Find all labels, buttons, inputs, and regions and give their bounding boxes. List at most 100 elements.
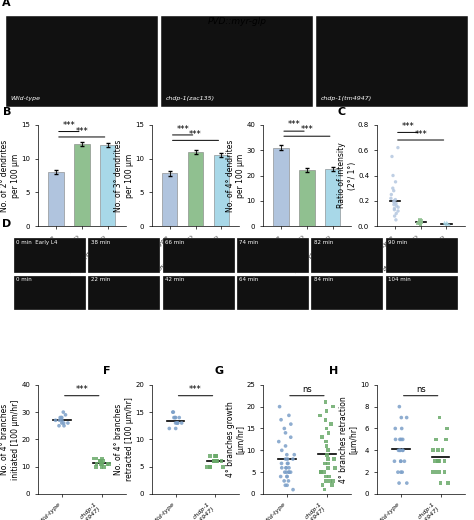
Bar	[163, 276, 235, 310]
Point	[396, 446, 404, 454]
Bar	[273, 148, 289, 226]
Point	[58, 413, 65, 422]
Text: ***: ***	[401, 122, 414, 131]
Point	[285, 464, 293, 472]
Point	[331, 464, 339, 472]
Point	[317, 468, 325, 476]
Point	[64, 419, 72, 427]
Point	[432, 435, 440, 444]
Bar	[74, 144, 90, 226]
Point	[441, 219, 448, 228]
Bar	[214, 155, 229, 226]
Point	[323, 407, 330, 415]
Text: ***: ***	[75, 384, 88, 394]
Point	[283, 481, 291, 489]
Y-axis label: 4° branches growth
[μm/hr]: 4° branches growth [μm/hr]	[226, 401, 245, 477]
Point	[281, 468, 289, 476]
Point	[207, 451, 214, 460]
Point	[387, 194, 395, 202]
Point	[326, 477, 334, 485]
Text: 64 min: 64 min	[239, 277, 259, 281]
Bar	[237, 276, 309, 310]
Point	[431, 457, 438, 465]
Text: A: A	[2, 0, 11, 8]
Point	[277, 472, 284, 480]
Y-axis label: No. of 2° dendrites
per 100 μm: No. of 2° dendrites per 100 μm	[0, 139, 20, 212]
Point	[280, 477, 288, 485]
Point	[283, 472, 291, 480]
Point	[207, 463, 214, 471]
Bar	[325, 169, 340, 226]
Point	[277, 415, 285, 424]
Point	[284, 455, 292, 463]
Point	[392, 202, 400, 210]
Point	[170, 408, 177, 416]
Y-axis label: No. of 4° dendrites
per 100 μm: No. of 4° dendrites per 100 μm	[226, 139, 245, 212]
Point	[329, 402, 337, 411]
Point	[100, 463, 108, 471]
Point	[428, 468, 436, 476]
Point	[324, 459, 332, 467]
Point	[165, 424, 173, 433]
Point	[436, 413, 443, 422]
Bar	[100, 145, 115, 226]
Point	[396, 402, 403, 411]
Bar	[299, 171, 315, 226]
Point	[388, 152, 396, 161]
Point	[169, 408, 176, 416]
Text: Wild-type: Wild-type	[2, 237, 7, 267]
Point	[392, 199, 400, 207]
Text: chdp-1(tm4947): chdp-1(tm4947)	[2, 277, 7, 328]
Point	[442, 222, 449, 230]
Point	[172, 413, 179, 422]
Bar	[163, 238, 235, 273]
Point	[285, 411, 293, 420]
Point	[439, 446, 447, 454]
Point	[97, 457, 105, 465]
Point	[212, 451, 220, 460]
Point	[446, 221, 453, 229]
Point	[437, 479, 444, 487]
Point	[396, 446, 403, 454]
Point	[97, 460, 105, 468]
Point	[418, 217, 425, 225]
Point	[391, 205, 398, 214]
Point	[322, 398, 329, 407]
Point	[278, 464, 285, 472]
Text: ***: ***	[288, 120, 301, 129]
Point	[172, 424, 180, 433]
Point	[390, 201, 398, 209]
Point	[52, 416, 59, 424]
Bar	[48, 172, 64, 226]
Point	[99, 454, 106, 463]
Point	[282, 481, 289, 489]
Y-axis label: 4° branches retraction
[μm/hr]: 4° branches retraction [μm/hr]	[339, 396, 359, 483]
Y-axis label: No. of 4° branches
retracted [100 μm/hr]: No. of 4° branches retracted [100 μm/hr]	[114, 397, 134, 482]
Text: 90 min: 90 min	[388, 240, 407, 244]
Text: 42 min: 42 min	[165, 277, 184, 281]
Text: ns: ns	[416, 384, 426, 394]
Point	[394, 144, 401, 152]
Point	[443, 424, 451, 433]
Point	[444, 219, 452, 228]
Point	[322, 437, 329, 446]
Point	[282, 464, 290, 472]
Point	[394, 468, 401, 476]
Point	[203, 463, 211, 471]
Text: H: H	[328, 366, 338, 376]
Point	[219, 463, 227, 471]
Point	[55, 422, 63, 430]
Point	[391, 212, 398, 220]
Point	[214, 457, 221, 465]
Point	[211, 451, 219, 460]
Point	[317, 468, 324, 476]
Point	[321, 459, 329, 467]
Point	[417, 218, 425, 227]
Point	[282, 442, 289, 450]
Point	[289, 486, 297, 494]
Text: B: B	[3, 107, 11, 116]
Text: F: F	[103, 366, 111, 376]
Y-axis label: No. of 3° dendrites
per 100 μm: No. of 3° dendrites per 100 μm	[114, 139, 134, 212]
Text: 84 min: 84 min	[314, 277, 333, 281]
Point	[398, 424, 406, 433]
